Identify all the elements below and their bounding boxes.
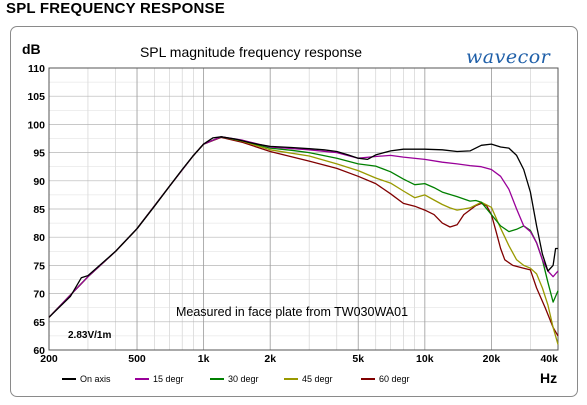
x-axis-label: Hz xyxy=(540,370,557,386)
x-tick-label: 500 xyxy=(128,353,146,365)
x-tick-label: 20k xyxy=(483,353,501,365)
chart-title: SPL magnitude frequency response xyxy=(140,44,362,60)
legend-label: 45 degr xyxy=(302,374,333,384)
y-tick-label: 90 xyxy=(33,176,45,188)
y-tick-label: 70 xyxy=(33,289,45,301)
legend-label: 60 degr xyxy=(379,374,410,384)
y-tick-label: 75 xyxy=(33,260,45,272)
plot-border xyxy=(48,67,559,351)
page-title: SPL FREQUENCY RESPONSE xyxy=(6,0,225,17)
x-tick-label: 2k xyxy=(264,353,276,365)
legend-label: On axis xyxy=(80,374,111,384)
annotation-voltage: 2.83V/1m xyxy=(68,330,111,341)
y-tick-label: 65 xyxy=(33,317,45,329)
y-axis-label: dB xyxy=(22,41,41,57)
x-tick-label: 5k xyxy=(352,353,364,365)
annotation-measured: Measured in face plate from TW030WA01 xyxy=(176,305,408,319)
wavecor-logo: wavecor xyxy=(466,46,551,68)
y-tick-label: 100 xyxy=(27,119,45,131)
x-tick-label: 40k xyxy=(540,353,558,365)
x-tick-label: 1k xyxy=(198,353,210,365)
x-tick-label: 200 xyxy=(40,353,58,365)
y-tick-label: 95 xyxy=(33,148,45,160)
legend-label: 15 degr xyxy=(153,374,184,384)
x-tick-label: 10k xyxy=(416,353,434,365)
y-tick-label: 80 xyxy=(33,232,45,244)
y-tick-label: 85 xyxy=(33,204,45,216)
series-line-on-axis xyxy=(48,136,558,318)
y-tick-label: 110 xyxy=(28,63,45,75)
legend-label: 30 degr xyxy=(228,374,259,384)
y-tick-label: 105 xyxy=(27,91,45,103)
y-tick-label: 60 xyxy=(33,345,45,357)
